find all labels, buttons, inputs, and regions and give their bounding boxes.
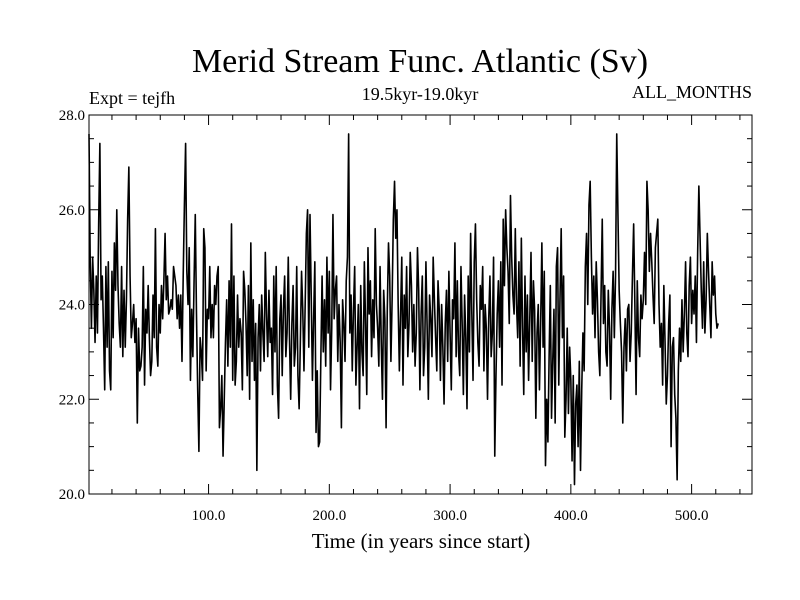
x-tick-label: 200.0 [312, 508, 346, 524]
y-tick-label: 24.0 [59, 298, 85, 314]
plot-area: 100.0 200.0 300.0 400.0 500.0 20.0 22.0 24.0 26.… [59, 108, 753, 524]
experiment-label: Expt = tejfh [89, 88, 175, 108]
x-tick-label: 400.0 [554, 508, 588, 524]
series-line-0 [88, 133, 719, 486]
x-axis-label: Time (in years since start) [312, 529, 531, 553]
y-tick-label: 26.0 [59, 203, 85, 219]
x-tick-label: 300.0 [433, 508, 467, 524]
chart-subtitle: 19.5kyr-19.0kyr [362, 84, 479, 104]
chart-title: Merid Stream Func. Atlantic (Sv) [192, 43, 648, 80]
y-tick-label: 20.0 [59, 487, 85, 503]
months-label: ALL_MONTHS [632, 82, 752, 102]
x-tick-label: 100.0 [192, 508, 226, 524]
x-tick-label: 500.0 [675, 508, 709, 524]
y-tick-label: 28.0 [59, 108, 85, 124]
y-tick-label: 22.0 [59, 392, 85, 408]
